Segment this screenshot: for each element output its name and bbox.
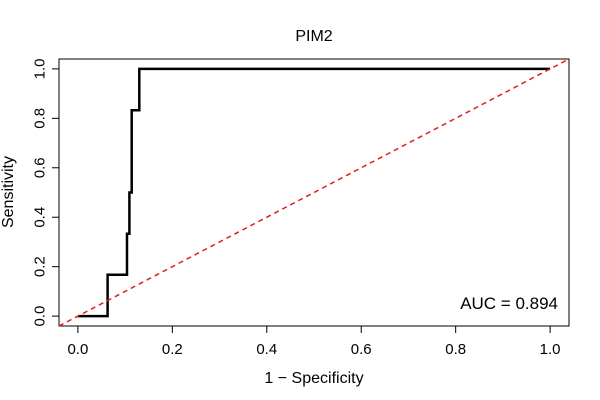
y-tick-label: 0.0 [32, 306, 49, 327]
x-axis-label: 1 − Specificity [264, 370, 363, 387]
x-axis: 0.0 0.2 0.4 0.6 0.8 1.0 [67, 325, 561, 358]
chart-title: PIM2 [295, 28, 332, 45]
x-tick-label: 0.6 [351, 341, 372, 358]
x-tick-label: 0.4 [256, 341, 277, 358]
reference-diagonal-line [58, 58, 570, 327]
y-axis: 0.0 0.2 0.4 0.6 0.8 1.0 [32, 58, 60, 327]
x-tick-label: 1.0 [540, 341, 561, 358]
x-tick-label: 0.2 [162, 341, 183, 358]
x-tick-label: 0.0 [67, 341, 88, 358]
y-tick-label: 0.6 [32, 157, 49, 178]
roc-curve-line [77, 67, 551, 318]
y-tick-label: 0.2 [32, 256, 49, 277]
x-tick-label: 0.8 [445, 341, 466, 358]
auc-annotation: AUC = 0.894 [460, 294, 558, 313]
y-tick-label: 0.4 [32, 207, 49, 228]
y-tick-label: 0.8 [32, 108, 49, 129]
y-axis-label: Sensitivity [0, 156, 17, 228]
y-tick-label: 1.0 [32, 58, 49, 79]
series-layer [58, 58, 570, 327]
